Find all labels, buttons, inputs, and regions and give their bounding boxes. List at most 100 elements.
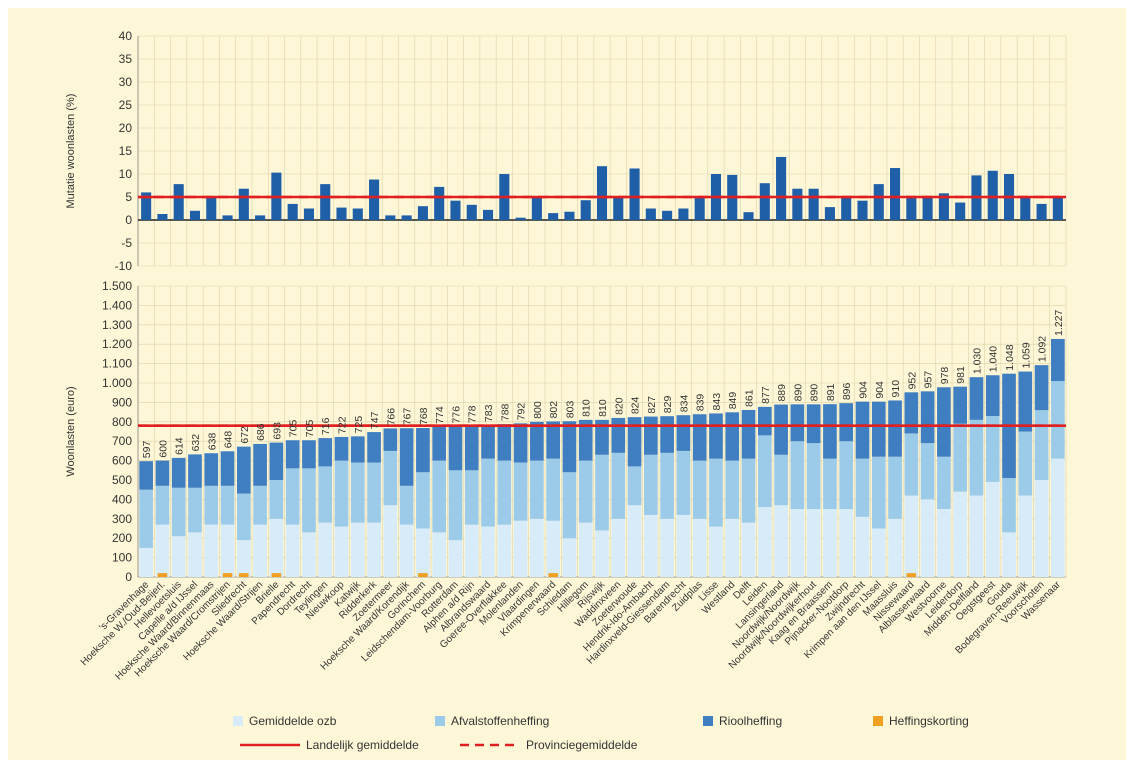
sewage-levy-segment — [644, 416, 658, 455]
total-data-label: 877 — [760, 386, 772, 404]
ozb-segment — [530, 518, 544, 577]
sewage-levy-segment — [253, 443, 267, 486]
ozb-segment — [448, 540, 463, 577]
chart-panel: -10 -5 0 5 10 15 20 25 30 35 40 Mutatie woonlasten … — [8, 8, 1126, 760]
mutation-bar — [189, 210, 201, 220]
y-tick-label: 15 — [119, 144, 133, 158]
total-data-label: 766 — [385, 408, 397, 426]
total-data-label: 843 — [711, 393, 723, 411]
sewage-levy-segment — [920, 391, 935, 444]
ozb-segment — [985, 481, 1000, 577]
ozb-segment — [350, 522, 365, 577]
sewage-levy-segment — [383, 428, 398, 451]
sewage-levy-segment — [969, 377, 984, 420]
waste-levy-segment — [937, 456, 951, 510]
ozb-segment — [953, 491, 968, 577]
ozb-segment — [676, 514, 691, 577]
sewage-levy-segment — [985, 375, 1000, 416]
ozb-segment — [741, 522, 756, 577]
y-tick-label: 1.200 — [102, 337, 132, 351]
waste-levy-segment — [871, 456, 886, 529]
sewage-levy-segment — [204, 453, 219, 486]
total-data-label: 800 — [532, 401, 544, 419]
sewage-levy-segment — [1018, 371, 1033, 432]
mutation-bar — [662, 210, 673, 220]
total-data-label: 1.059 — [1020, 342, 1032, 368]
waste-levy-segment — [171, 487, 186, 537]
waste-levy-segment — [416, 472, 430, 529]
waste-levy-segment — [464, 470, 479, 525]
sewage-levy-segment — [350, 436, 365, 463]
y-axis-title: Mutatie woonlasten (%) — [65, 94, 77, 209]
total-data-label: 725 — [353, 416, 365, 434]
waste-levy-segment — [562, 472, 577, 539]
total-data-label: 672 — [239, 426, 251, 444]
waste-levy-segment — [1051, 381, 1065, 459]
ozb-segment — [1002, 532, 1016, 577]
mutation-bar — [417, 206, 428, 220]
sewage-levy-segment — [595, 419, 609, 455]
ozb-segment — [757, 507, 772, 577]
mutation-bar — [922, 197, 933, 220]
sewage-levy-segment — [285, 440, 300, 469]
mutation-bar — [824, 207, 835, 220]
y-tick-label: 500 — [112, 473, 132, 487]
sewage-levy-segment — [497, 424, 512, 461]
waste-levy-segment — [1002, 478, 1016, 533]
waste-levy-segment — [839, 441, 854, 510]
mutation-bar — [482, 209, 494, 220]
mutation-bar — [955, 202, 966, 220]
sewage-levy-segment — [871, 401, 886, 457]
total-data-label: 829 — [662, 395, 674, 413]
y-tick-label: 40 — [119, 29, 133, 43]
waste-levy-segment — [285, 468, 300, 525]
sewage-levy-segment — [155, 460, 170, 486]
levy-discount-bar — [548, 573, 558, 577]
mutation-bar — [222, 215, 233, 220]
mutation-bar — [287, 203, 298, 220]
mutation-bar — [548, 213, 559, 220]
ozb-segment — [871, 528, 886, 577]
total-data-label: 1.227 — [1053, 310, 1065, 336]
total-data-label: 632 — [190, 434, 202, 452]
ozb-segment — [627, 505, 642, 577]
total-data-label: 904 — [874, 381, 886, 399]
waste-levy-segment — [774, 454, 788, 506]
ozb-segment — [1018, 495, 1033, 577]
waste-levy-segment — [204, 485, 219, 525]
mutation-bar — [759, 183, 770, 220]
waste-levy-segment — [546, 458, 560, 521]
total-data-label: 810 — [581, 399, 593, 417]
ozb-segment — [644, 514, 658, 577]
mutation-bar — [645, 208, 656, 220]
total-data-label: 778 — [467, 405, 479, 423]
waste-levy-segment — [725, 460, 740, 519]
waste-levy-segment — [692, 460, 707, 519]
total-data-label: 638 — [206, 433, 218, 451]
sewage-levy-segment — [823, 404, 837, 459]
y-tick-label: 200 — [112, 531, 132, 545]
total-data-label: 774 — [434, 406, 446, 424]
waste-levy-segment — [497, 460, 512, 525]
ozb-segment — [513, 520, 528, 577]
ozb-segment — [692, 518, 707, 577]
mutation-bar — [401, 215, 412, 220]
waste-levy-segment — [220, 485, 235, 525]
waste-levy-segment — [920, 443, 935, 500]
ozb-segment — [269, 518, 284, 577]
legend-label: Landelijk gemiddelde — [306, 738, 419, 752]
ozb-segment — [367, 522, 381, 577]
waste-levy-segment — [334, 460, 349, 527]
y-tick-label: 1.300 — [102, 318, 132, 332]
total-data-label: 597 — [141, 441, 153, 459]
ozb-segment — [546, 520, 560, 577]
mutation-bar — [531, 197, 542, 220]
y-tick-label: 10 — [119, 167, 133, 181]
total-data-label: 824 — [630, 396, 642, 414]
waste-levy-segment — [644, 454, 658, 515]
mutation-bar — [434, 186, 445, 220]
sewage-levy-segment — [448, 426, 463, 471]
waste-levy-segment — [513, 462, 528, 521]
ozb-segment — [318, 522, 333, 577]
mutation-bar — [1020, 197, 1031, 220]
